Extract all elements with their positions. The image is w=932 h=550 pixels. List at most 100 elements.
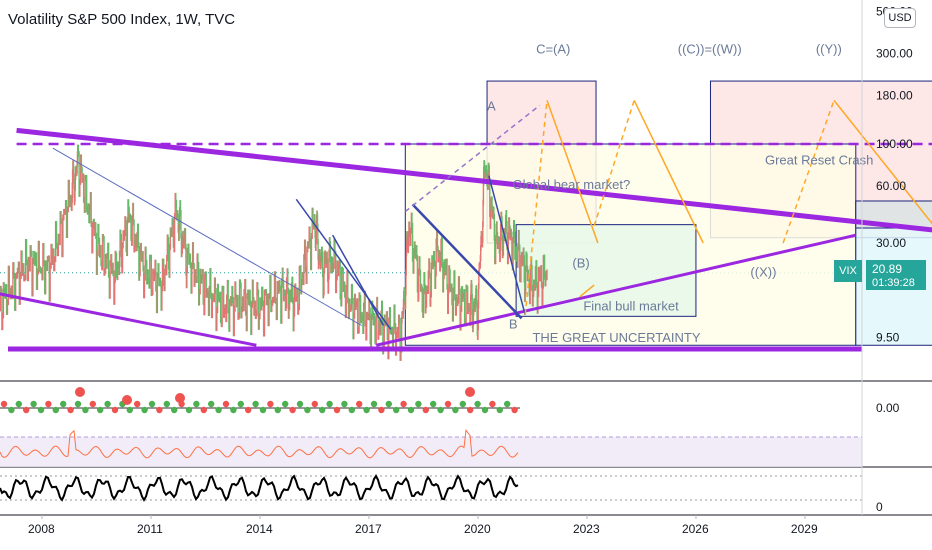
black-oscillator-line bbox=[0, 474, 519, 502]
time-tick-label: 2029 bbox=[791, 522, 818, 536]
oscillator-dot bbox=[171, 406, 178, 414]
oscillator-dot bbox=[311, 400, 318, 408]
oscillator-dot bbox=[481, 406, 489, 414]
orange-oscillator-line bbox=[0, 428, 519, 459]
price-tick-label: 60.00 bbox=[876, 179, 906, 193]
annotation-label: ((C))=((W)) bbox=[678, 42, 742, 57]
orange-wave-projection bbox=[593, 100, 635, 226]
oscillator-dot bbox=[489, 400, 496, 408]
oscillator-dot bbox=[30, 400, 37, 408]
oscillator-dot bbox=[200, 406, 207, 414]
oscillator-dot bbox=[267, 400, 274, 408]
oscillator-dot bbox=[156, 406, 163, 414]
oscillator-dot bbox=[370, 400, 378, 408]
oscillator-dot bbox=[45, 400, 52, 408]
last-price-value: 20.89 bbox=[872, 262, 903, 276]
oscillator-dot bbox=[126, 406, 133, 414]
downtrend-line-c bbox=[411, 203, 523, 320]
time-axis[interactable]: 2008 2011 2014 2017 2020 2023 2026 2029 bbox=[28, 515, 818, 536]
oscillator-dot bbox=[245, 406, 252, 414]
last-price-tag: 20.89 01:39:28 bbox=[866, 260, 926, 290]
oscillator-dot bbox=[52, 406, 59, 414]
lower-channel-line bbox=[0, 292, 257, 347]
oscillator-dot bbox=[348, 406, 355, 414]
oscillator-dot bbox=[0, 400, 8, 408]
price-tick-label: 100.00 bbox=[876, 137, 913, 151]
oscillator-dot bbox=[393, 406, 400, 414]
panel1-tick: 0.00 bbox=[876, 401, 900, 415]
oscillator-band bbox=[0, 437, 862, 467]
oscillator-dot bbox=[400, 400, 407, 408]
oscillator-dot bbox=[104, 400, 111, 408]
oscillator-dot bbox=[319, 406, 326, 414]
wave-projection-boxes bbox=[404, 80, 932, 346]
annotation-label: Great Reset Crash bbox=[765, 152, 873, 167]
oscillator-dot bbox=[193, 400, 200, 408]
currency-button[interactable]: USD bbox=[884, 8, 916, 28]
oscillator-dot bbox=[459, 400, 466, 408]
oscillator-dot bbox=[215, 406, 222, 414]
annotation-label: Final bull market bbox=[583, 299, 679, 314]
trend-lines bbox=[0, 99, 932, 352]
bar-countdown: 01:39:28 bbox=[872, 277, 915, 289]
time-tick-label: 2026 bbox=[682, 522, 709, 536]
orange-wave-projection bbox=[633, 100, 704, 244]
annotation-label: C=(A) bbox=[536, 42, 570, 57]
oscillator-dot bbox=[304, 406, 311, 414]
oscillator-dot bbox=[163, 400, 170, 408]
oscillator-dot bbox=[185, 406, 193, 414]
orange-wave-projection bbox=[833, 99, 932, 225]
downtrend-line-a bbox=[295, 198, 392, 330]
annotation-label: ((Y)) bbox=[816, 42, 842, 57]
oscillator-dot bbox=[111, 406, 119, 414]
oscillator-dot bbox=[333, 406, 341, 414]
oscillator-dot bbox=[341, 400, 348, 408]
oscillator-dot bbox=[422, 406, 429, 414]
oscillator-dot-peak bbox=[465, 387, 475, 397]
annotation-label: B bbox=[509, 317, 518, 332]
oscillator-dot bbox=[141, 406, 148, 414]
panel3-tick: 0 bbox=[876, 500, 883, 514]
oscillator-dot bbox=[274, 406, 281, 414]
time-tick-label: 2023 bbox=[573, 522, 600, 536]
oscillator-dot bbox=[97, 406, 104, 414]
oscillator-dot bbox=[496, 406, 503, 414]
price-tick-label: 30.00 bbox=[876, 236, 906, 250]
downtrend-line-b bbox=[331, 234, 385, 326]
oscillator-dot bbox=[37, 406, 45, 414]
time-tick-label: 2017 bbox=[355, 522, 382, 536]
orange-wave-projection bbox=[546, 100, 599, 244]
annotation-label: THE GREAT UNCERTAINTY bbox=[532, 330, 700, 345]
chart-title: Volatility S&P 500 Index, 1W, TVC bbox=[8, 11, 236, 28]
time-tick-label: 2014 bbox=[246, 522, 273, 536]
price-tick-label: 300.00 bbox=[876, 47, 913, 61]
oscillator-dot bbox=[230, 406, 237, 414]
oscillator-dot bbox=[378, 406, 385, 414]
time-tick-label: 2008 bbox=[28, 522, 55, 536]
oscillator-dot bbox=[437, 406, 444, 414]
oscillator-dot bbox=[8, 406, 15, 414]
oscillator-dot bbox=[511, 406, 518, 414]
oscillator-dot-peak bbox=[75, 387, 85, 397]
thin-downtrend-line bbox=[52, 147, 362, 326]
oscillator-dot bbox=[208, 400, 215, 408]
oscillator-dot bbox=[474, 400, 481, 408]
oscillator-dot bbox=[67, 406, 74, 414]
oscillator-dot bbox=[363, 406, 370, 414]
annotation-label: ((X)) bbox=[750, 264, 776, 279]
wave-annotations: C=(A) ((C))=((W)) ((Y)) A Great Reset Crash G… bbox=[487, 42, 873, 345]
oscillator-dot bbox=[23, 406, 30, 414]
oscillator-dot bbox=[407, 406, 415, 414]
oscillator-dot bbox=[415, 400, 422, 408]
annotation-label: (B) bbox=[572, 255, 589, 270]
time-tick-label: 2011 bbox=[137, 522, 163, 536]
rising-support-line bbox=[375, 233, 857, 347]
oscillator-dot bbox=[89, 400, 97, 408]
oscillator-dot bbox=[252, 400, 259, 408]
price-series bbox=[0, 144, 548, 361]
oscillator-dot bbox=[222, 400, 230, 408]
annotation-label: Global bear market? bbox=[512, 177, 630, 192]
oscillator-dot bbox=[282, 400, 289, 408]
box-final-bull bbox=[515, 224, 697, 317]
